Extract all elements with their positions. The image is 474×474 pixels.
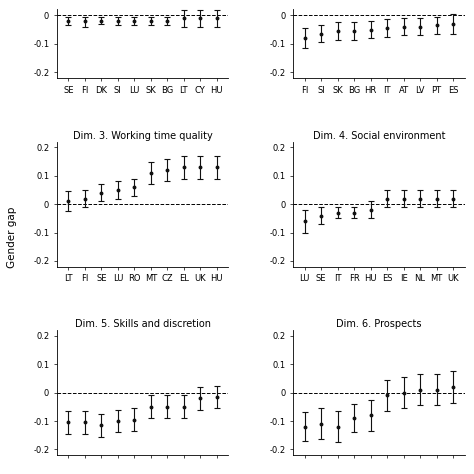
Title: Dim. 5. Skills and discretion: Dim. 5. Skills and discretion <box>74 319 210 329</box>
Text: Gender gap: Gender gap <box>7 206 17 268</box>
Title: Dim. 6. Prospects: Dim. 6. Prospects <box>336 319 422 329</box>
Title: Dim. 3. Working time quality: Dim. 3. Working time quality <box>73 131 212 141</box>
Title: Dim. 4. Social environment: Dim. 4. Social environment <box>313 131 445 141</box>
